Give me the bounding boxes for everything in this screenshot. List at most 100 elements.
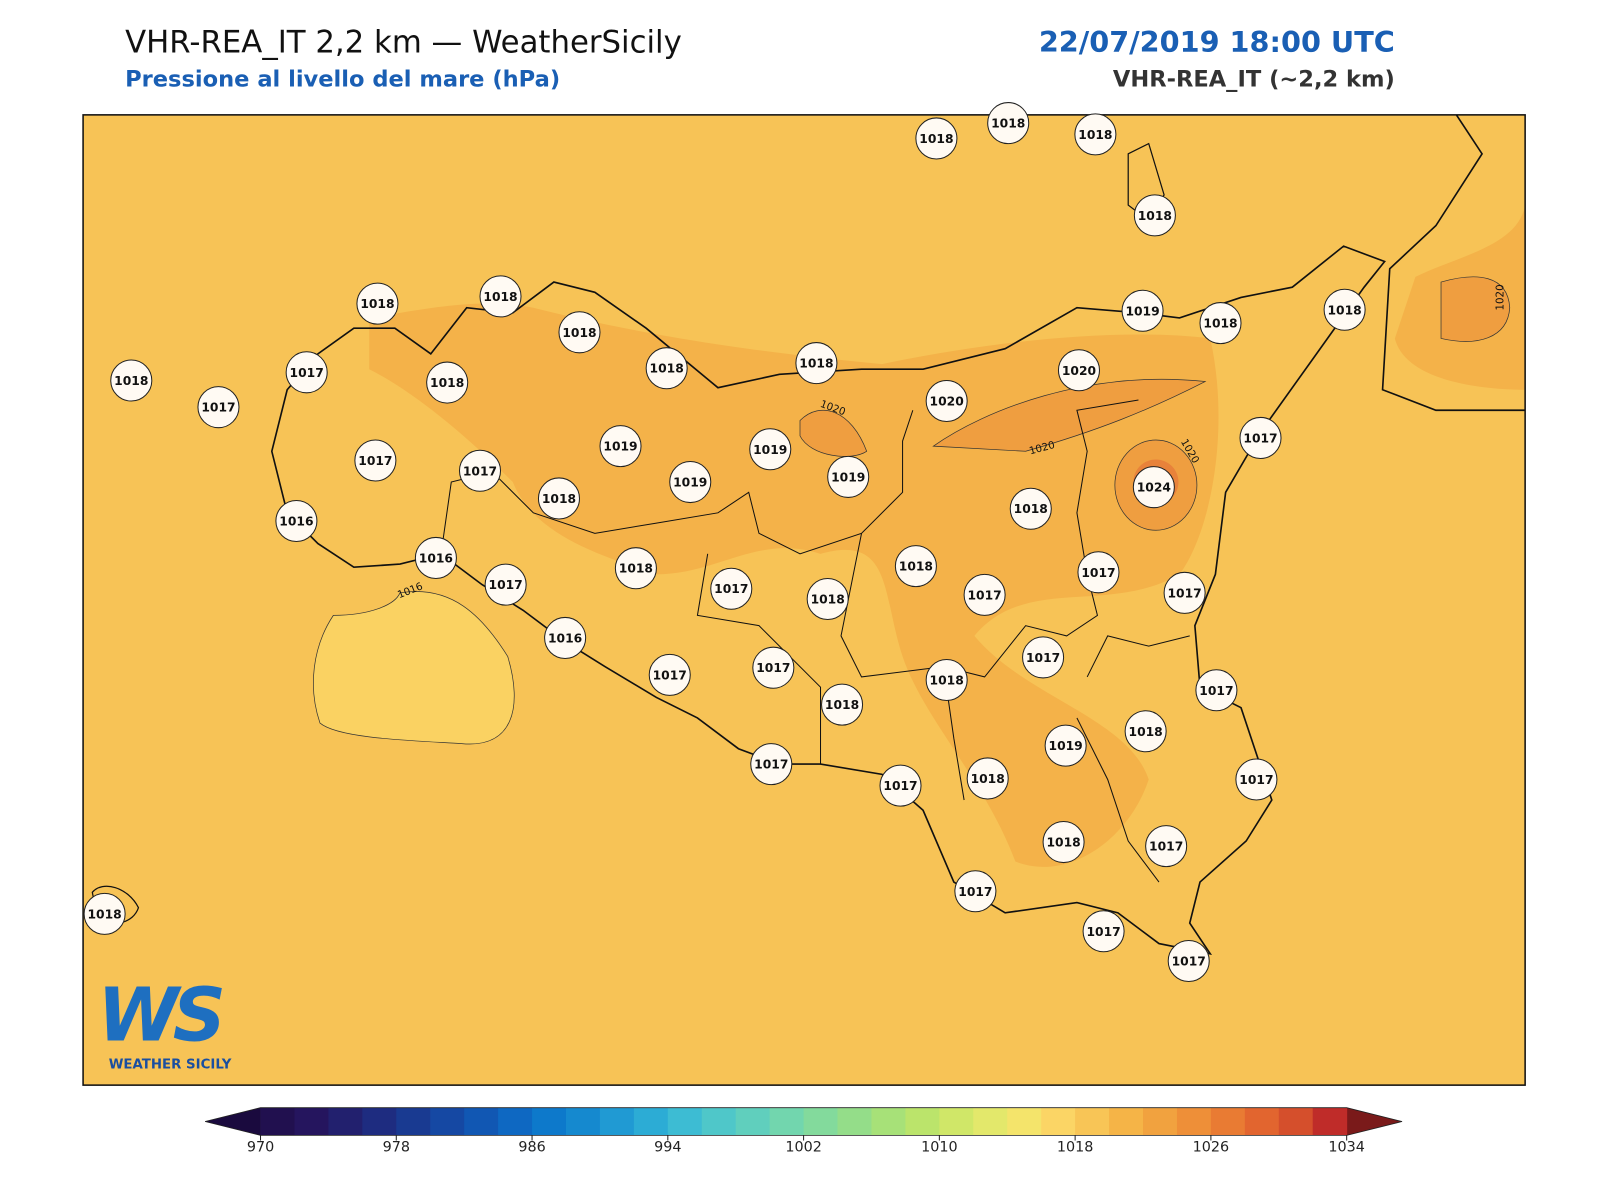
colorbar-segment <box>701 1107 737 1136</box>
station: 1017 <box>1077 551 1120 594</box>
station: 1017 <box>458 449 502 492</box>
station: 1017 <box>197 386 240 429</box>
station-marker <box>426 361 469 404</box>
station-value: 1019 <box>831 470 865 484</box>
station: 1016 <box>414 536 457 579</box>
station-marker <box>1009 487 1052 530</box>
station-marker <box>987 102 1030 145</box>
colorbar-extension <box>1346 1107 1403 1136</box>
station: 1019 <box>827 455 870 498</box>
colorbar-segment <box>328 1107 363 1136</box>
station-value: 1017 <box>358 454 392 468</box>
station-value: 1018 <box>1014 502 1048 516</box>
station-marker <box>558 311 601 354</box>
station: 1018 <box>915 117 958 160</box>
station-marker <box>110 359 153 402</box>
station-value: 1016 <box>279 515 313 529</box>
station-marker <box>750 743 793 786</box>
station: 1024 <box>1132 466 1175 509</box>
station-value: 1018 <box>919 132 953 146</box>
station: 1017 <box>1022 636 1065 679</box>
station-marker <box>1323 288 1366 331</box>
station-marker <box>479 275 522 318</box>
map <box>83 114 1526 1086</box>
station-value: 1019 <box>673 476 707 490</box>
station-value: 1018 <box>799 357 833 371</box>
station-marker <box>954 870 997 913</box>
colorbar-extension <box>205 1107 261 1136</box>
station: 1018 <box>83 892 126 935</box>
pressure-area <box>799 409 868 457</box>
station: 1018 <box>987 102 1030 145</box>
station: 1017 <box>1235 758 1278 801</box>
colorbar-segment <box>396 1107 431 1136</box>
station: 1019 <box>1121 289 1164 332</box>
stations: 1018 1018 1018 1018 1018 1018 1018 1018 1018 1018… <box>83 102 1507 983</box>
colorbar-segment <box>1109 1107 1144 1136</box>
station: 1018 <box>645 347 688 390</box>
logo: WS WEATHER SICILY <box>97 973 231 1073</box>
station-marker <box>1057 349 1100 392</box>
station: 1018 <box>1074 113 1117 156</box>
station-marker <box>1133 194 1176 237</box>
station-value: 1024 <box>1137 481 1171 495</box>
station-value: 1018 <box>1203 317 1237 331</box>
colorbar-tick-label: 1034 <box>1328 1140 1365 1156</box>
pressure-area <box>313 591 515 745</box>
station-value: 1018 <box>811 593 845 607</box>
station-value: 1017 <box>714 582 748 596</box>
station-marker <box>1199 302 1242 345</box>
station-marker <box>1077 551 1120 594</box>
station: 1019 <box>669 461 712 504</box>
pressure-area <box>932 378 1207 452</box>
station-marker <box>1022 636 1065 679</box>
station-value: 1017 <box>1081 566 1115 580</box>
colorbar-segment <box>939 1107 974 1136</box>
station-value: 1017 <box>201 401 235 415</box>
colorbar-segment <box>260 1107 295 1136</box>
station-value: 1018 <box>483 290 517 304</box>
station-value: 1017 <box>463 464 497 478</box>
title: VHR-REA_IT 2,2 km — WeatherSicily <box>125 25 682 61</box>
station-marker <box>966 757 1009 800</box>
colorbar-tick-label: 970 <box>247 1140 274 1156</box>
station-value: 1018 <box>899 560 933 574</box>
station-value: 1016 <box>419 551 453 565</box>
station: 1017 <box>710 567 753 610</box>
station-marker <box>544 616 587 659</box>
station-value: 1018 <box>360 297 394 311</box>
station: 1018 <box>925 658 968 702</box>
station: 1017 <box>752 646 795 689</box>
colorbar-tick-label: 978 <box>383 1140 410 1156</box>
colorbar-tick-label: 1010 <box>921 1140 958 1156</box>
coastline <box>270 245 1386 956</box>
station-value: 1017 <box>883 779 917 793</box>
station: 1018 <box>479 275 522 318</box>
station-marker <box>275 500 318 543</box>
station: 1017 <box>750 743 793 786</box>
station-value: 1017 <box>1243 431 1277 445</box>
station-marker <box>827 455 870 498</box>
station-marker <box>458 449 502 492</box>
station-marker <box>1163 571 1206 614</box>
station-value: 1017 <box>1149 840 1183 854</box>
colorbar-segment <box>633 1107 669 1136</box>
station-marker <box>83 892 126 935</box>
station-marker <box>821 683 864 726</box>
colorbar-segment <box>565 1107 601 1136</box>
station: 1018 <box>1323 288 1366 331</box>
station-value: 1017 <box>1167 586 1201 600</box>
colorbar-tick-label: 986 <box>518 1140 545 1156</box>
station-marker <box>1132 466 1175 509</box>
station-marker <box>1074 113 1117 156</box>
station-value: 1017 <box>1026 651 1060 665</box>
colorbar-segment <box>599 1107 635 1136</box>
colorbar-segment <box>769 1107 805 1136</box>
pressure-area <box>1440 276 1511 342</box>
province-border <box>440 399 1190 883</box>
colorbar-segment <box>362 1107 397 1136</box>
station-value: 1018 <box>1327 303 1361 317</box>
colorbar-segment <box>803 1107 839 1136</box>
station-marker <box>710 567 753 610</box>
